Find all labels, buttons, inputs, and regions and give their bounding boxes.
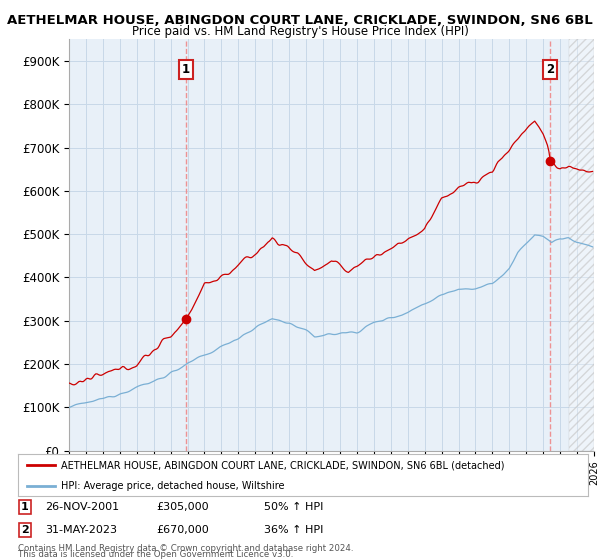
Text: 1: 1 <box>182 63 190 76</box>
Text: 31-MAY-2023: 31-MAY-2023 <box>45 525 117 535</box>
Text: 1: 1 <box>21 502 29 512</box>
Text: AETHELMAR HOUSE, ABINGDON COURT LANE, CRICKLADE, SWINDON, SN6 6BL: AETHELMAR HOUSE, ABINGDON COURT LANE, CR… <box>7 14 593 27</box>
Text: 26-NOV-2001: 26-NOV-2001 <box>45 502 119 512</box>
Text: Price paid vs. HM Land Registry's House Price Index (HPI): Price paid vs. HM Land Registry's House … <box>131 25 469 38</box>
Text: £305,000: £305,000 <box>156 502 209 512</box>
Text: HPI: Average price, detached house, Wiltshire: HPI: Average price, detached house, Wilt… <box>61 482 284 491</box>
Text: 36% ↑ HPI: 36% ↑ HPI <box>264 525 323 535</box>
Text: 50% ↑ HPI: 50% ↑ HPI <box>264 502 323 512</box>
Text: AETHELMAR HOUSE, ABINGDON COURT LANE, CRICKLADE, SWINDON, SN6 6BL (detached): AETHELMAR HOUSE, ABINGDON COURT LANE, CR… <box>61 460 504 470</box>
Text: £670,000: £670,000 <box>156 525 209 535</box>
Text: 2: 2 <box>546 63 554 76</box>
Text: 2: 2 <box>21 525 29 535</box>
Text: Contains HM Land Registry data © Crown copyright and database right 2024.: Contains HM Land Registry data © Crown c… <box>18 544 353 553</box>
Text: This data is licensed under the Open Government Licence v3.0.: This data is licensed under the Open Gov… <box>18 550 293 559</box>
